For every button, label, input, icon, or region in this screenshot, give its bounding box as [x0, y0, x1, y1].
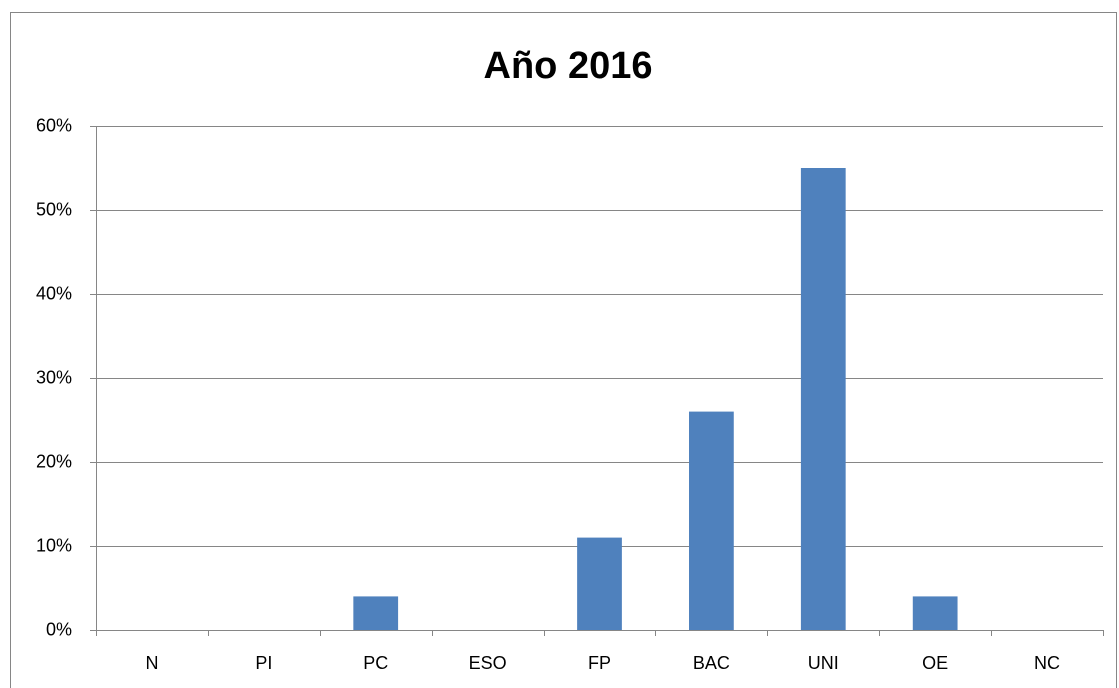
y-tick-label: 0% — [46, 619, 72, 639]
y-tick-label: 10% — [36, 535, 72, 555]
chart-frame — [10, 12, 1117, 688]
x-tick-label: FP — [588, 653, 611, 673]
bar — [800, 168, 846, 630]
y-tick-label: 40% — [36, 283, 72, 303]
bar — [353, 596, 399, 630]
chart-title: Año 2016 — [484, 45, 653, 87]
bar — [689, 411, 734, 630]
x-tick-label: PI — [255, 653, 272, 673]
x-tick-label: UNI — [808, 653, 839, 673]
bar — [912, 596, 958, 630]
y-tick-label: 60% — [36, 115, 72, 135]
x-tick-label: PC — [363, 653, 388, 673]
x-tick-label: BAC — [693, 653, 730, 673]
x-tick-label: N — [145, 653, 158, 673]
x-tick-label: ESO — [469, 653, 507, 673]
bar — [577, 537, 622, 630]
y-tick-label: 20% — [36, 451, 72, 471]
y-tick-label: 30% — [36, 367, 72, 387]
x-tick-label: NC — [1034, 653, 1060, 673]
y-tick-label: 50% — [36, 199, 72, 219]
x-tick-label: OE — [922, 653, 948, 673]
